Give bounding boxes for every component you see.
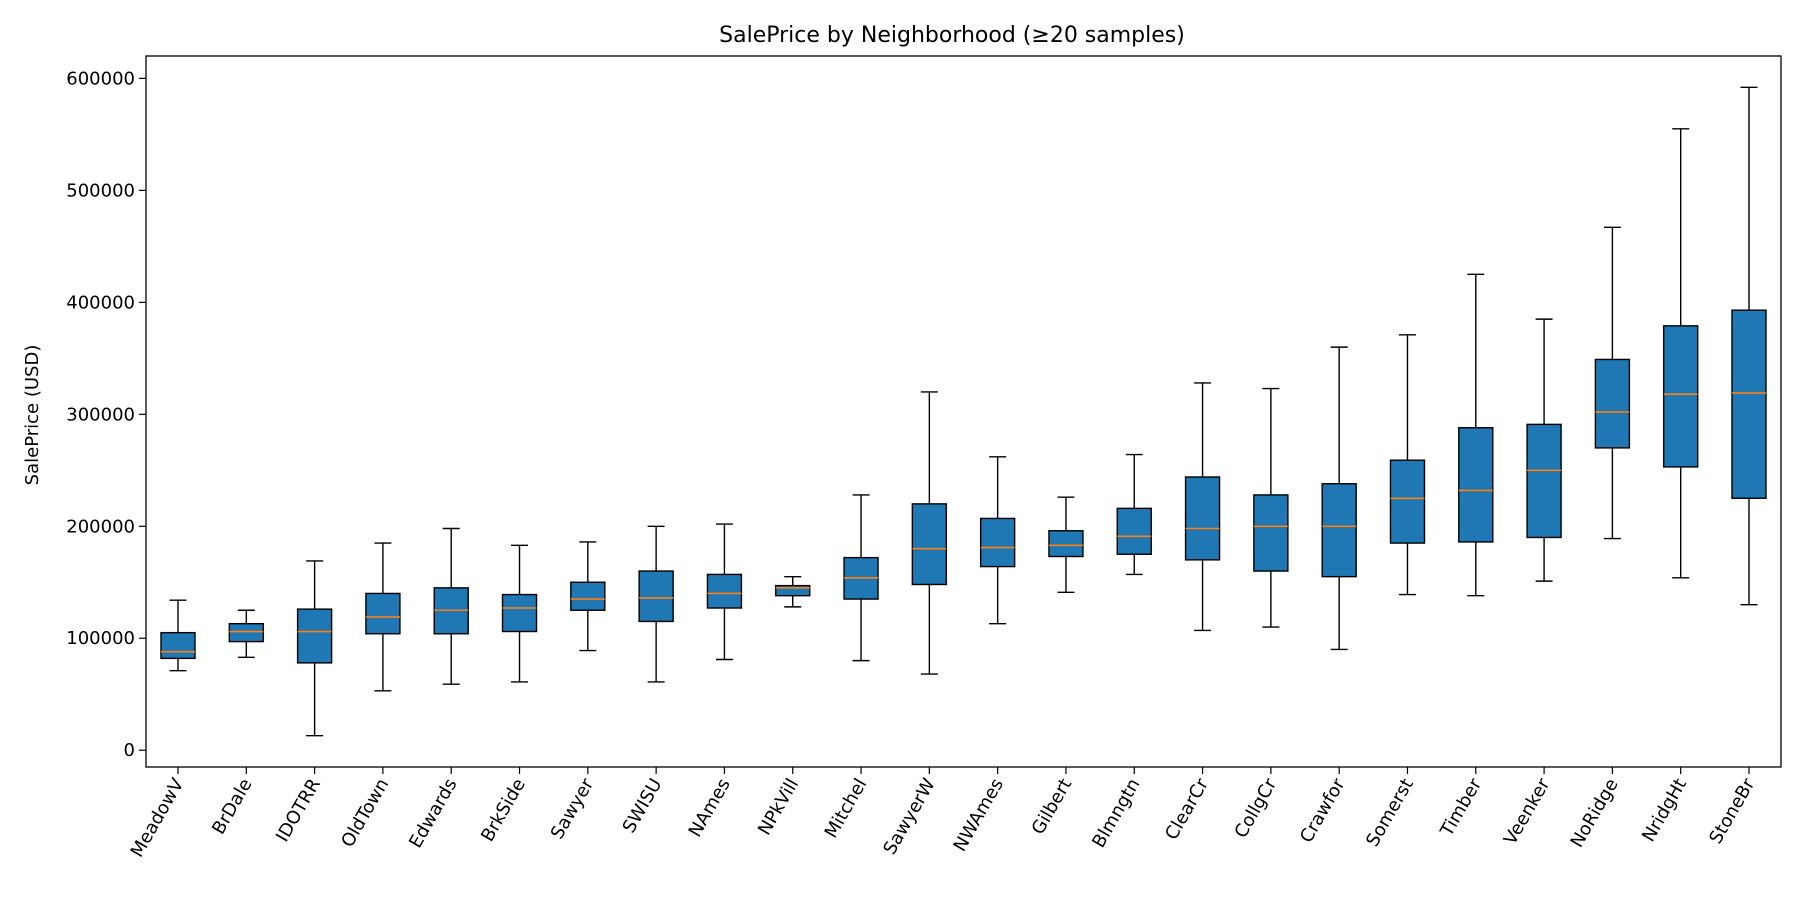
box-SWISU [638, 525, 674, 683]
iqr-box [1048, 530, 1084, 558]
y-tick-label: 400000 [66, 292, 135, 313]
iqr-box [1321, 483, 1357, 578]
iqr-box [1526, 423, 1562, 539]
y-tick-label: 600000 [66, 68, 135, 89]
iqr-box [1662, 325, 1699, 468]
y-tick-label: 500000 [66, 180, 135, 201]
box-MeadowV [160, 599, 196, 672]
box-NridgHt [1662, 128, 1699, 579]
box-BrkSide [501, 544, 538, 683]
iqr-box [1253, 494, 1289, 572]
y-tick-label: 100000 [66, 628, 135, 649]
box-Edwards [433, 527, 469, 685]
iqr-box [911, 503, 948, 586]
y-tick-label: 300000 [66, 404, 135, 425]
box-ClearCr [1184, 382, 1221, 632]
iqr-box [1116, 507, 1152, 555]
iqr-box [228, 622, 265, 643]
box-NWAmes [979, 456, 1016, 625]
box-NAmes [706, 523, 743, 661]
box-StoneBr [1731, 86, 1767, 606]
iqr-box [501, 593, 538, 633]
box-NoRidge [1594, 226, 1631, 540]
y-axis: 0 100000 200000 300000 400000 500000 600000 [66, 68, 146, 761]
box-IDOTRR [296, 560, 333, 737]
box-Gilbert [1048, 496, 1084, 594]
iqr-box [1458, 427, 1494, 543]
box-CollgCr [1253, 387, 1289, 628]
iqr-box [1389, 459, 1426, 544]
y-tick-label: 200000 [66, 516, 135, 537]
iqr-box [365, 592, 401, 635]
box-Somerst [1389, 334, 1426, 596]
iqr-box [638, 570, 674, 623]
box-Sawyer [570, 541, 606, 652]
iqr-box [775, 584, 811, 597]
box-OldTown [365, 542, 401, 692]
box-Mitchel [843, 494, 879, 662]
box-BrDale [228, 609, 265, 658]
y-axis-label: SalePrice (USD) [22, 345, 43, 486]
iqr-box [1731, 309, 1767, 499]
iqr-box [979, 517, 1016, 568]
box-Veenker [1526, 318, 1562, 582]
iqr-box [1594, 358, 1631, 449]
chart-title: SalePrice by Neighborhood (≥20 samples) [719, 23, 1185, 48]
plot-area-frame [145, 55, 1782, 768]
box-Timber [1458, 273, 1494, 597]
y-tick-label: 0 [124, 740, 135, 761]
iqr-box [570, 581, 606, 611]
box-Crawfor [1321, 346, 1357, 651]
box-SawyerW [911, 391, 948, 675]
iqr-box [296, 608, 333, 664]
iqr-box [1184, 476, 1221, 561]
boxes-group [160, 86, 1767, 737]
iqr-box [706, 573, 743, 609]
box-NPkVill [775, 575, 811, 608]
box-Blmngtn [1116, 453, 1152, 576]
iqr-box [160, 631, 196, 660]
